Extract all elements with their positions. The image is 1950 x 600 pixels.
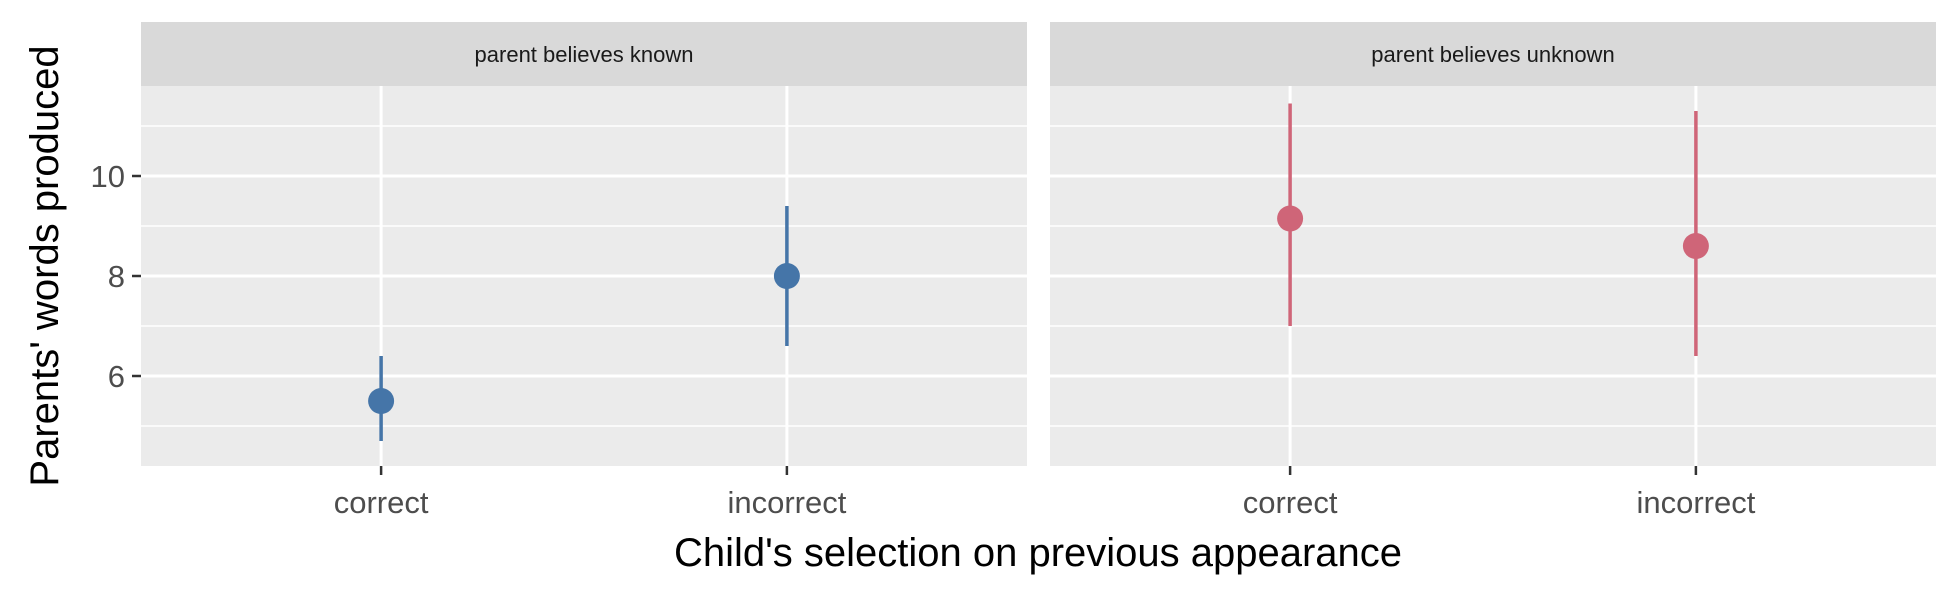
- strip-label: parent believes known: [475, 42, 694, 67]
- y-axis: 6 8 10: [91, 159, 141, 394]
- x-axis-title: Child's selection on previous appearance: [674, 531, 1402, 575]
- y-tick-label: 10: [91, 159, 125, 194]
- panel: parent believes known correct incorrect: [141, 22, 1027, 520]
- y-axis-title: Parents' words produced: [23, 45, 67, 486]
- y-tick-label: 8: [108, 259, 125, 294]
- strip-background: [141, 22, 1027, 86]
- data-point: [368, 388, 395, 414]
- y-tick-label: 6: [108, 359, 125, 394]
- data-point: [1682, 233, 1709, 259]
- x-tick-label: incorrect: [727, 485, 846, 520]
- data-point: [773, 263, 800, 289]
- strip-background: [1050, 22, 1936, 86]
- panel: parent believes unknown correct incorrect: [1050, 22, 1936, 520]
- strip-label: parent believes unknown: [1371, 42, 1614, 67]
- data-point: [1277, 205, 1304, 232]
- x-tick-label: correct: [334, 485, 429, 520]
- x-tick-label: correct: [1243, 485, 1338, 520]
- x-tick-label: incorrect: [1636, 485, 1755, 520]
